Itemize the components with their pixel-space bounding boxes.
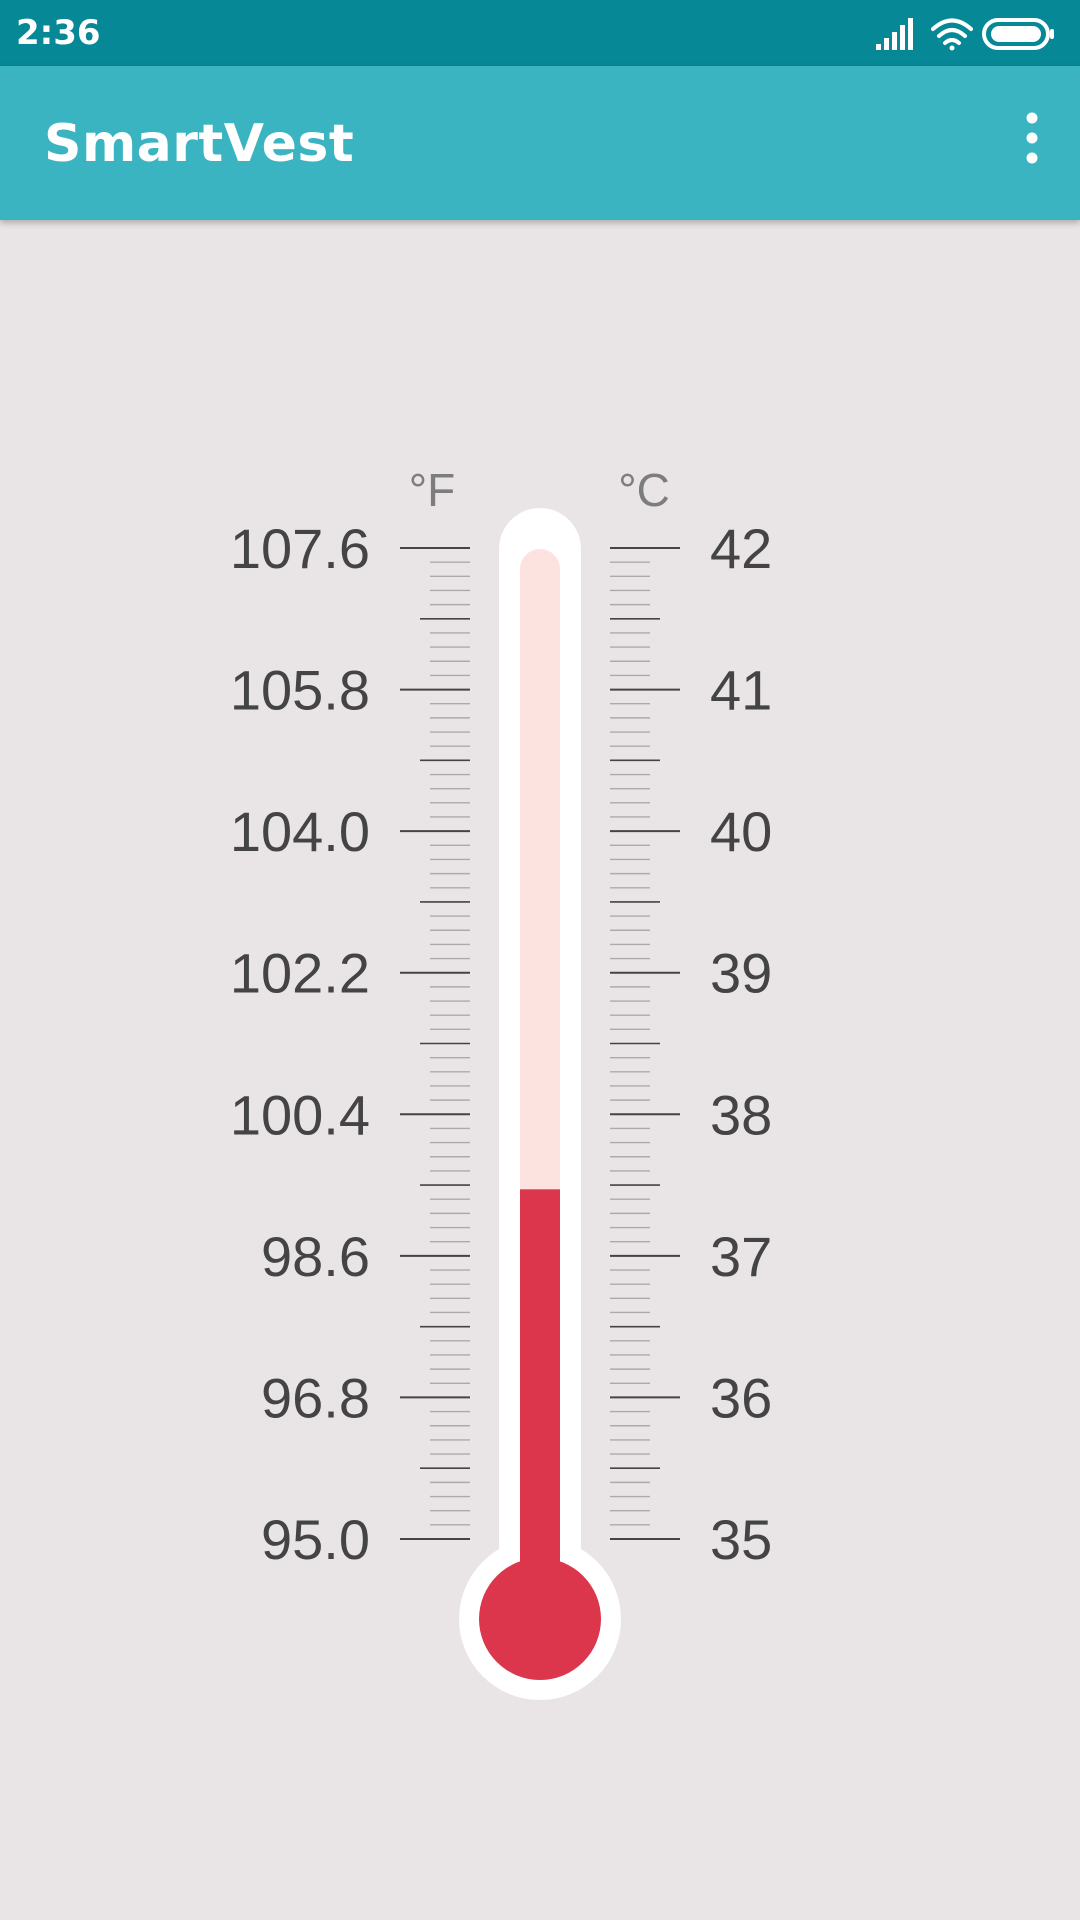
celsius-tick-label: 40 — [710, 800, 772, 863]
status-time: 2:36 — [16, 13, 101, 53]
celsius-tick-label: 37 — [710, 1225, 772, 1288]
signal-icon — [876, 18, 913, 50]
wifi-icon — [931, 18, 973, 51]
app-title: SmartVest — [44, 114, 355, 174]
fahrenheit-tick-label: 107.6 — [230, 517, 370, 580]
fahrenheit-tick-label: 96.8 — [261, 1366, 370, 1429]
mercury-bulb — [479, 1558, 601, 1680]
more-options-button[interactable] — [1002, 102, 1062, 182]
fahrenheit-unit-label: °F — [409, 464, 456, 516]
fahrenheit-tick-label: 100.4 — [230, 1083, 370, 1146]
app-bar: SmartVest — [0, 66, 1080, 220]
status-icons — [876, 18, 1054, 51]
celsius-tick-label: 38 — [710, 1083, 772, 1146]
fahrenheit-tick-label: 95.0 — [261, 1508, 370, 1571]
fahrenheit-tick-label: 98.6 — [261, 1225, 370, 1288]
celsius-tick-label: 42 — [710, 517, 772, 580]
battery-icon — [982, 18, 1054, 50]
celsius-unit-label: °C — [618, 464, 670, 516]
fahrenheit-tick-label: 104.0 — [230, 800, 370, 863]
mercury-column — [520, 1189, 560, 1600]
fahrenheit-tick-label: 105.8 — [230, 659, 370, 722]
thermometer-body — [459, 508, 621, 1700]
celsius-scale — [610, 547, 680, 1540]
celsius-tick-label: 35 — [710, 1508, 772, 1571]
fahrenheit-tick-label: 102.2 — [230, 942, 370, 1005]
celsius-labels: 42 41 40 39 38 37 36 35 — [710, 517, 772, 1571]
fahrenheit-labels: 107.6 105.8 104.0 102.2 100.4 98.6 96.8 95.0 — [230, 517, 370, 1571]
celsius-tick-label: 41 — [710, 659, 772, 722]
fahrenheit-scale — [400, 547, 470, 1540]
celsius-tick-label: 39 — [710, 942, 772, 1005]
status-bar: 2:36 — [0, 0, 1080, 66]
more-vert-icon — [1026, 112, 1038, 164]
celsius-tick-label: 36 — [710, 1366, 772, 1429]
